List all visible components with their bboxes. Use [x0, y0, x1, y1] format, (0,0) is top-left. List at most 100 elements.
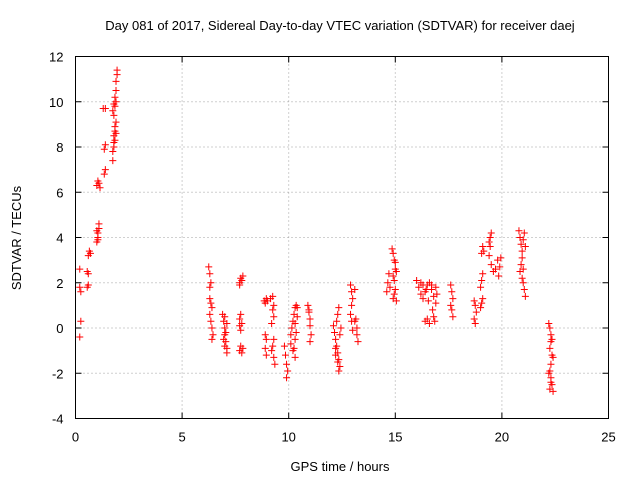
data-point — [390, 276, 398, 284]
data-point — [335, 367, 343, 375]
data-point — [449, 313, 457, 321]
data-point — [421, 317, 429, 325]
data-point — [109, 107, 117, 115]
data-point — [547, 360, 555, 368]
data-point — [470, 297, 478, 305]
x-tick-label: 0 — [72, 430, 79, 445]
data-point — [431, 317, 439, 325]
data-point — [307, 331, 315, 339]
data-point — [332, 335, 340, 343]
data-point — [94, 236, 102, 244]
data-point — [334, 358, 342, 366]
data-point — [293, 313, 301, 321]
data-point — [111, 136, 119, 144]
data-point — [206, 270, 214, 278]
data-point — [329, 322, 337, 330]
data-point — [238, 276, 246, 284]
data-point — [101, 141, 109, 149]
data-point — [306, 338, 314, 346]
data-point — [487, 261, 495, 269]
data-point — [268, 347, 276, 355]
data-point — [223, 319, 231, 327]
data-point — [521, 292, 529, 300]
data-point — [291, 335, 299, 343]
data-point — [428, 281, 436, 289]
data-point — [419, 281, 427, 289]
data-point — [112, 129, 120, 137]
axis-ticks: 0 5 10 15 20 25 -4 -2 0 2 4 6 8 10 12 — [49, 50, 616, 445]
data-point — [109, 148, 117, 156]
data-point — [77, 317, 85, 325]
data-point — [306, 322, 314, 330]
data-point — [448, 306, 456, 314]
data-point — [485, 252, 493, 260]
data-point — [383, 288, 391, 296]
data-point — [391, 258, 399, 266]
data-point — [546, 324, 554, 332]
data-point — [447, 301, 455, 309]
data-point — [352, 315, 360, 323]
data-point — [221, 324, 229, 332]
data-point — [95, 179, 103, 187]
data-point — [432, 299, 440, 307]
data-point — [236, 315, 244, 323]
data-point — [305, 306, 313, 314]
data-point — [496, 263, 504, 271]
data-point — [76, 265, 84, 273]
data-point — [86, 249, 94, 257]
data-point — [291, 353, 299, 361]
data-point — [84, 270, 92, 278]
data-point — [392, 267, 400, 275]
data-point — [354, 338, 362, 346]
data-point — [517, 261, 525, 269]
data-point — [547, 378, 555, 386]
data-point — [284, 367, 292, 375]
data-point — [430, 313, 438, 321]
data-point — [280, 342, 288, 350]
data-point — [486, 234, 494, 241]
data-point — [271, 360, 279, 368]
data-point — [110, 111, 118, 119]
y-tick-label: 12 — [49, 50, 63, 65]
data-point — [290, 344, 298, 352]
data-point — [288, 324, 296, 332]
data-point — [261, 331, 269, 339]
data-point — [518, 274, 526, 282]
data-point — [76, 333, 84, 341]
data-markers — [76, 66, 557, 395]
data-point — [521, 243, 529, 251]
data-point — [334, 310, 342, 318]
data-point — [349, 295, 357, 303]
data-point — [425, 319, 433, 327]
data-point — [492, 265, 500, 273]
data-point — [237, 326, 245, 334]
x-tick-label: 20 — [495, 430, 509, 445]
data-point — [429, 306, 437, 314]
data-point — [110, 100, 118, 108]
data-point — [112, 86, 120, 94]
data-point — [485, 238, 493, 246]
data-point — [101, 166, 109, 174]
data-point — [223, 349, 231, 357]
data-point — [347, 310, 355, 318]
data-point — [332, 344, 340, 352]
data-point — [479, 243, 487, 251]
data-point — [76, 283, 84, 291]
data-point — [287, 331, 295, 339]
data-point — [477, 283, 485, 291]
data-point — [333, 317, 341, 325]
y-tick-label: -2 — [52, 366, 64, 381]
data-point — [470, 315, 478, 323]
grid — [75, 56, 609, 419]
data-point — [209, 331, 217, 339]
data-point — [282, 351, 290, 359]
data-point — [478, 276, 486, 284]
plot-frame — [75, 56, 609, 419]
data-point — [515, 227, 523, 235]
data-point — [388, 245, 396, 253]
data-point — [415, 283, 423, 291]
data-point — [267, 295, 275, 303]
data-point — [497, 254, 505, 262]
data-point — [545, 319, 553, 327]
data-point — [447, 281, 455, 289]
